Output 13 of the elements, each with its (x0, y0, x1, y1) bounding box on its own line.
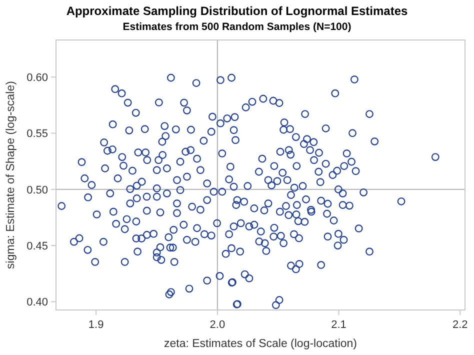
x-tick-label: 2.2 (452, 319, 468, 331)
x-axis-title: zeta: Estimates of Scale (log-location) (164, 338, 358, 350)
chart-title: Approximate Sampling Distribution of Lognormal Estimates (66, 4, 408, 18)
y-axis-title: sigma: Estimate of Shape (log-scale) (5, 80, 17, 269)
y-tick-label: 0.60 (26, 72, 48, 84)
y-tick-label: 0.55 (26, 128, 48, 140)
x-tick-label: 2.0 (210, 319, 226, 331)
chart-subtitle: Estimates from 500 Random Samples (N=100) (122, 21, 352, 33)
x-tick-label: 1.9 (88, 319, 104, 331)
y-tick-label: 0.40 (26, 296, 48, 309)
y-tick-label: 0.50 (26, 184, 48, 196)
x-tick-label: 2.1 (331, 319, 346, 331)
y-tick-label: 0.45 (26, 240, 48, 253)
